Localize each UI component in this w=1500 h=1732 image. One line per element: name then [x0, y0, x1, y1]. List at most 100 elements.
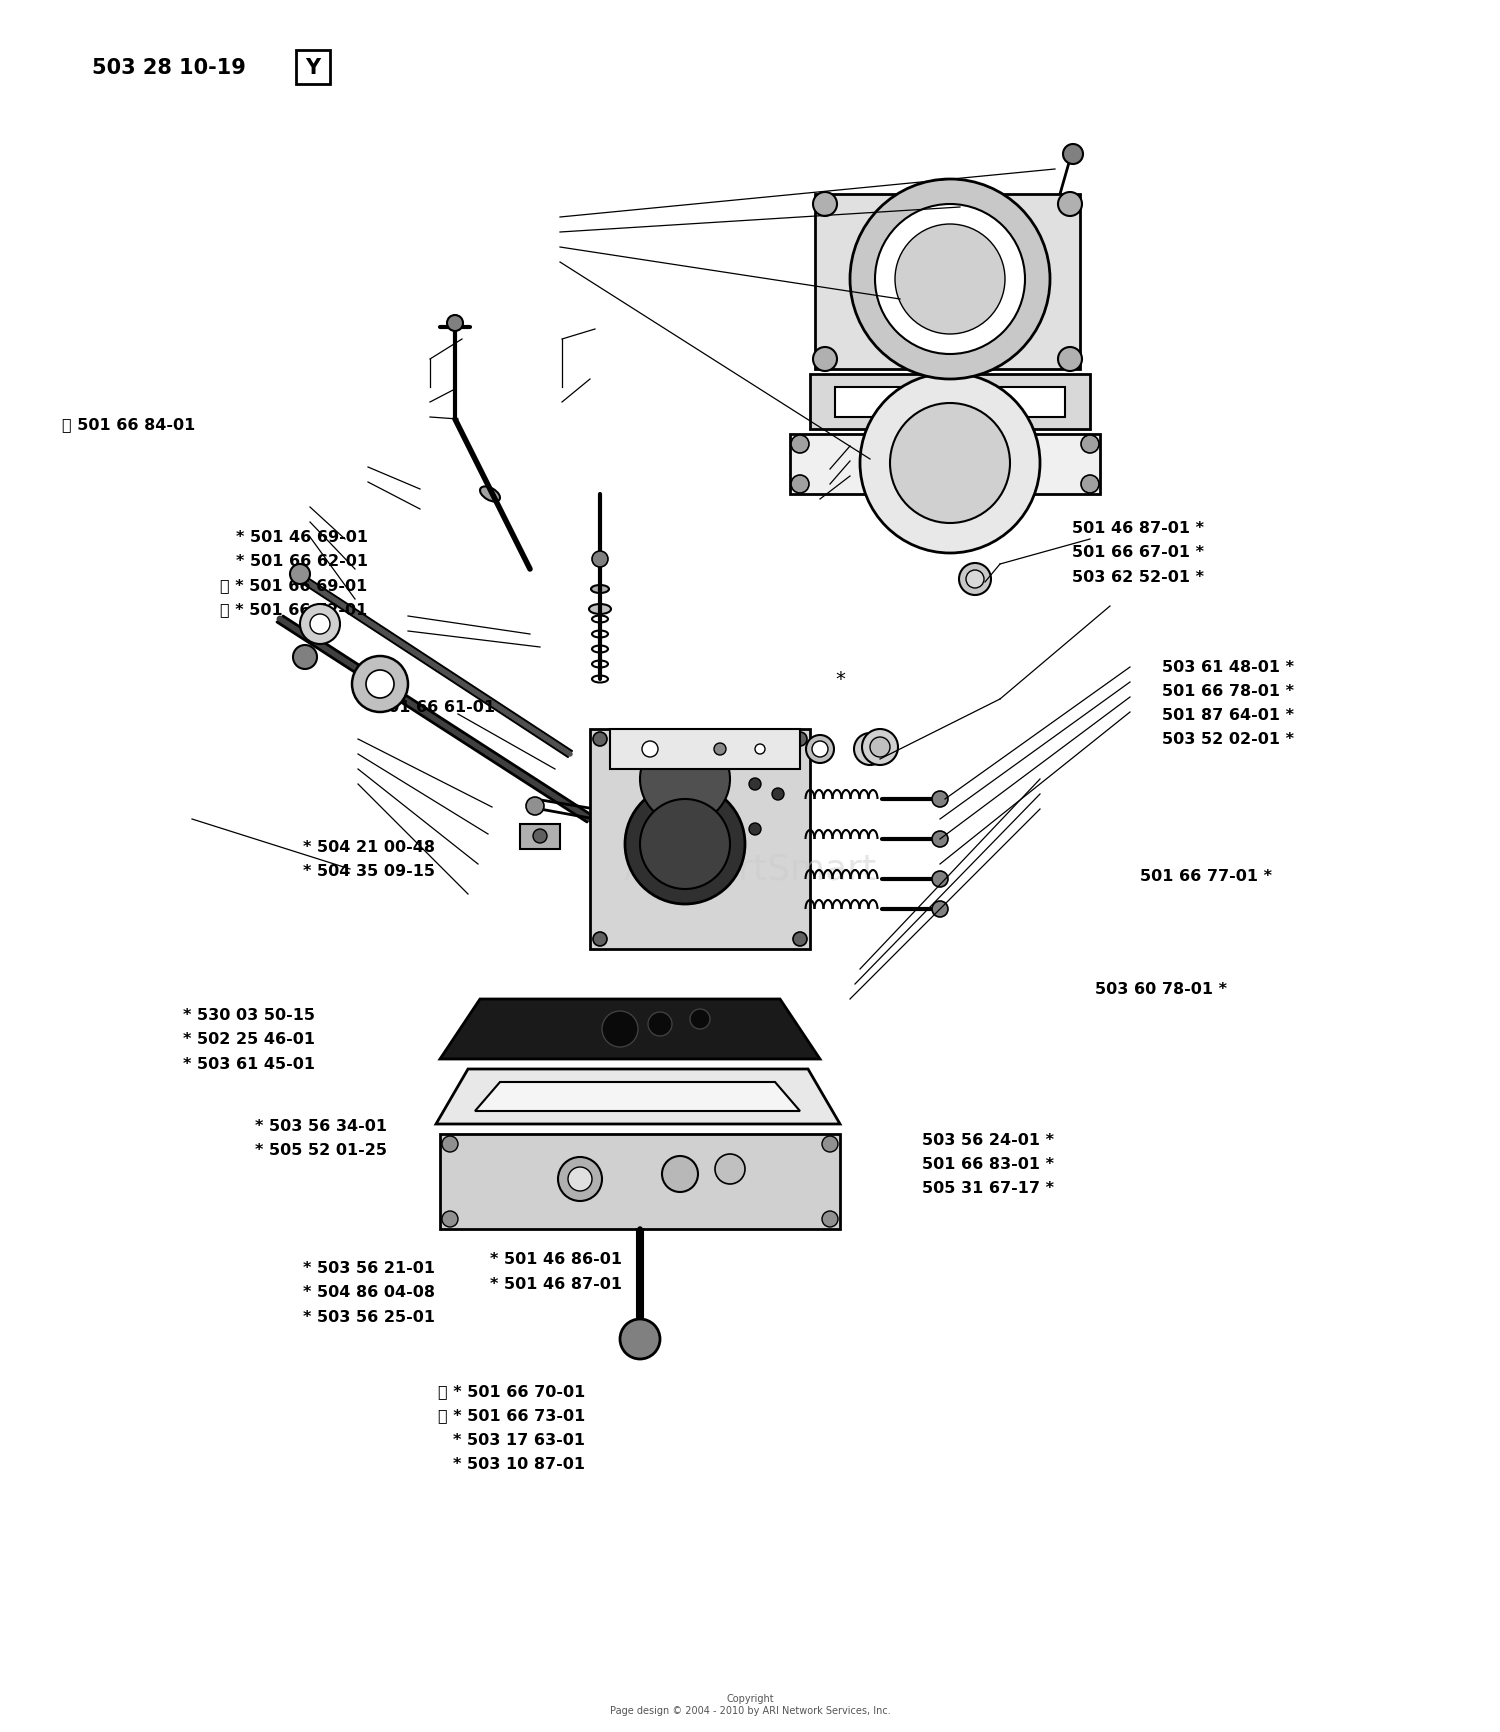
Text: * 503 10 87-01: * 503 10 87-01	[453, 1457, 585, 1470]
Circle shape	[648, 1013, 672, 1036]
Circle shape	[662, 1157, 698, 1192]
Polygon shape	[590, 729, 810, 949]
Circle shape	[1082, 436, 1100, 454]
Text: 501 46 87-01 *: 501 46 87-01 *	[1072, 521, 1204, 535]
Circle shape	[812, 741, 828, 757]
Circle shape	[748, 823, 760, 835]
Text: * 503 56 34-01: * 503 56 34-01	[255, 1119, 387, 1133]
Text: 503 62 52-01 *: 503 62 52-01 *	[1072, 570, 1204, 584]
Text: * 530 03 50-15: * 530 03 50-15	[183, 1008, 315, 1022]
Circle shape	[932, 901, 948, 918]
Ellipse shape	[590, 604, 610, 615]
Text: * 503 17 63-01: * 503 17 63-01	[453, 1432, 585, 1446]
Text: Copyright
Page design © 2004 - 2010 by ARI Network Services, Inc.: Copyright Page design © 2004 - 2010 by A…	[609, 1694, 891, 1715]
Text: * 503 56 21-01: * 503 56 21-01	[303, 1261, 435, 1275]
Circle shape	[526, 797, 544, 816]
Text: Y: Y	[306, 57, 321, 78]
Circle shape	[790, 476, 808, 494]
Circle shape	[896, 225, 1005, 334]
Text: * 501 66 61-01: * 501 66 61-01	[363, 700, 495, 714]
Circle shape	[966, 570, 984, 589]
Circle shape	[932, 792, 948, 807]
Circle shape	[813, 192, 837, 216]
Polygon shape	[436, 1069, 840, 1124]
Circle shape	[853, 734, 886, 766]
Circle shape	[1058, 192, 1082, 216]
Circle shape	[290, 565, 310, 585]
Circle shape	[822, 1136, 839, 1152]
Text: 501 66 83-01 *: 501 66 83-01 *	[922, 1157, 1054, 1171]
Text: 503 52 02-01 *: 503 52 02-01 *	[1162, 733, 1294, 746]
Circle shape	[1064, 145, 1083, 165]
Text: * 504 35 09-15: * 504 35 09-15	[303, 864, 435, 878]
Circle shape	[714, 743, 726, 755]
Circle shape	[958, 563, 992, 596]
Ellipse shape	[591, 585, 609, 594]
Text: ⓹ 501 66 84-01: ⓹ 501 66 84-01	[62, 417, 195, 431]
Text: 501 66 78-01 *: 501 66 78-01 *	[1162, 684, 1294, 698]
FancyBboxPatch shape	[296, 50, 330, 85]
Circle shape	[932, 831, 948, 847]
Text: *: *	[836, 670, 844, 689]
Text: * 501 46 69-01: * 501 46 69-01	[236, 530, 368, 544]
Circle shape	[620, 1320, 660, 1360]
Circle shape	[790, 436, 808, 454]
Circle shape	[532, 830, 548, 843]
Polygon shape	[610, 729, 800, 769]
Text: 505 31 67-17 *: 505 31 67-17 *	[922, 1181, 1054, 1195]
Circle shape	[772, 788, 784, 800]
Circle shape	[642, 741, 658, 757]
Text: ⓹ * 501 66 70-01: ⓹ * 501 66 70-01	[438, 1384, 585, 1398]
Circle shape	[748, 779, 760, 790]
Polygon shape	[440, 999, 821, 1060]
Circle shape	[592, 932, 608, 946]
Text: * 501 66 62-01: * 501 66 62-01	[236, 554, 368, 568]
Text: ⓹ * 501 66 73-01: ⓹ * 501 66 73-01	[438, 1408, 585, 1422]
Circle shape	[822, 1211, 839, 1228]
Text: * 504 21 00-48: * 504 21 00-48	[303, 840, 435, 854]
Circle shape	[862, 729, 898, 766]
Text: * 501 46 86-01: * 501 46 86-01	[490, 1252, 622, 1266]
Text: * 503 56 25-01: * 503 56 25-01	[303, 1309, 435, 1323]
Polygon shape	[790, 435, 1100, 495]
Circle shape	[859, 374, 1040, 554]
Circle shape	[442, 1211, 458, 1228]
Circle shape	[1058, 348, 1082, 372]
Circle shape	[310, 615, 330, 634]
Text: * 505 52 01-25: * 505 52 01-25	[255, 1143, 387, 1157]
Text: 503 60 78-01 *: 503 60 78-01 *	[1095, 982, 1227, 996]
Polygon shape	[476, 1082, 800, 1112]
Circle shape	[568, 1167, 592, 1192]
Circle shape	[558, 1157, 602, 1202]
Text: 501 66 67-01 *: 501 66 67-01 *	[1072, 546, 1204, 559]
Circle shape	[754, 745, 765, 755]
Text: 503 28 10-19: 503 28 10-19	[92, 57, 246, 78]
Text: ARI PartSmart: ARI PartSmart	[624, 852, 876, 887]
Circle shape	[447, 315, 464, 333]
Circle shape	[352, 656, 408, 712]
Text: 503 56 24-01 *: 503 56 24-01 *	[922, 1133, 1054, 1147]
Circle shape	[794, 733, 807, 746]
Polygon shape	[520, 824, 560, 849]
Text: * 501 46 87-01: * 501 46 87-01	[490, 1276, 622, 1290]
Circle shape	[366, 670, 394, 698]
Text: 503 61 48-01 *: 503 61 48-01 *	[1162, 660, 1294, 674]
Circle shape	[813, 348, 837, 372]
Circle shape	[1082, 476, 1100, 494]
Text: * 503 61 45-01: * 503 61 45-01	[183, 1057, 315, 1070]
Text: * 502 25 46-01: * 502 25 46-01	[183, 1032, 315, 1046]
Circle shape	[794, 932, 807, 946]
Polygon shape	[810, 374, 1090, 430]
Polygon shape	[836, 388, 1065, 417]
Circle shape	[874, 204, 1025, 355]
Circle shape	[300, 604, 340, 644]
Circle shape	[890, 404, 1010, 523]
Text: ⓹ * 501 66 72-01: ⓹ * 501 66 72-01	[220, 603, 368, 617]
Polygon shape	[815, 196, 1080, 371]
Circle shape	[850, 180, 1050, 379]
Circle shape	[592, 553, 608, 568]
Circle shape	[292, 646, 316, 670]
Text: * 504 86 04-08: * 504 86 04-08	[303, 1285, 435, 1299]
Ellipse shape	[480, 487, 500, 502]
Circle shape	[870, 738, 889, 757]
